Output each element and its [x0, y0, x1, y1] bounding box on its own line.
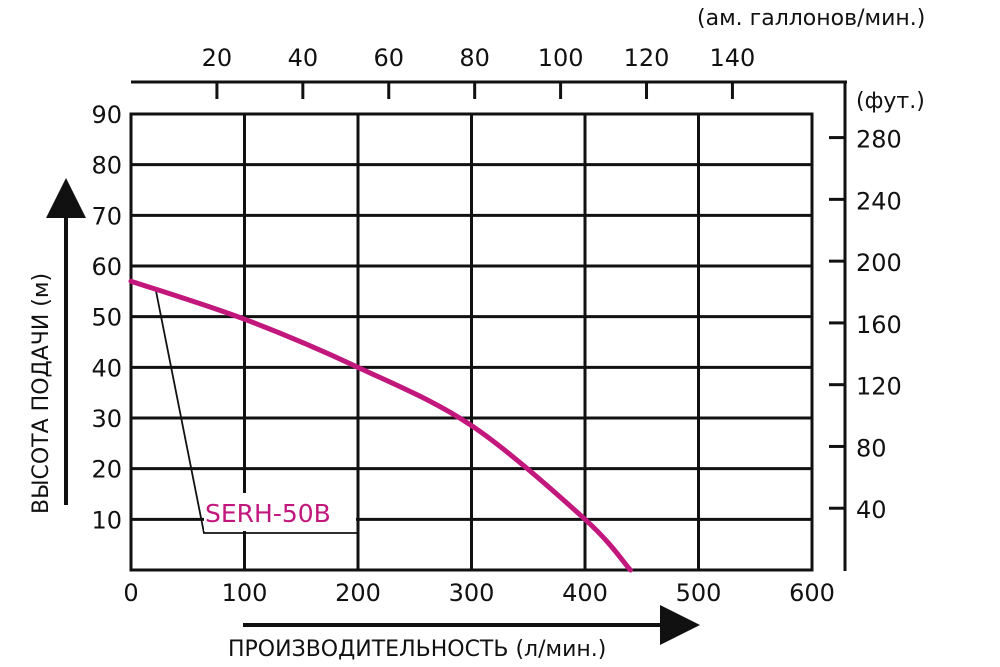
right-tick-label: 280	[856, 126, 902, 154]
secondary-axes-frame	[131, 80, 847, 571]
y-tick-label: 20	[91, 456, 122, 484]
plot-grid	[131, 114, 812, 570]
y-tick-label: 60	[91, 253, 122, 281]
y-tick-label: 80	[91, 152, 122, 180]
right-tick-label: 240	[856, 187, 902, 215]
y-tick-label: 30	[91, 405, 122, 433]
y-tick-label: 70	[91, 202, 122, 230]
x-tick-label: 0	[123, 579, 138, 607]
x-tick-label: 600	[789, 579, 835, 607]
right-tick-label: 160	[856, 311, 902, 339]
right-tick-label: 80	[856, 434, 887, 462]
y-tick-label: 90	[91, 101, 122, 129]
y-axis-tick-labels: 10 20 30 40 50 60 70 80 90	[91, 101, 122, 534]
x-axis-title: ПРОИЗВОДИТЕЛЬНОСТЬ (л/мин.)	[228, 637, 606, 662]
y-tick-label: 50	[91, 304, 122, 332]
top-tick-label: 40	[288, 44, 319, 72]
right-tick-label: 40	[856, 496, 887, 524]
x-tick-label: 200	[335, 579, 381, 607]
right-tick-label: 120	[856, 373, 902, 401]
top-tick-label: 80	[459, 44, 490, 72]
series-label-leader	[155, 290, 358, 534]
right-axis-title: (фут.)	[856, 89, 925, 114]
y-axis-title: ВЫСОТА ПОДАЧИ (м)	[29, 273, 54, 514]
y-tick-label: 40	[91, 354, 122, 382]
top-axis-ticks: 20 40 60 80 100 120 140	[202, 44, 756, 99]
top-tick-label: 140	[710, 44, 756, 72]
top-tick-label: 100	[538, 44, 584, 72]
top-tick-label: 20	[202, 44, 233, 72]
x-tick-label: 400	[562, 579, 608, 607]
x-tick-label: 500	[676, 579, 722, 607]
right-tick-label: 200	[856, 249, 902, 277]
plot-frame	[129, 112, 814, 572]
series-label: SERH-50B	[205, 499, 331, 528]
top-axis-title: (ам. галлонов/мин.)	[697, 6, 925, 31]
top-tick-label: 60	[373, 44, 404, 72]
top-tick-label: 120	[624, 44, 670, 72]
x-tick-label: 100	[222, 579, 268, 607]
x-tick-label: 300	[449, 579, 495, 607]
y-tick-label: 10	[91, 506, 122, 534]
series-curve-serh-50b	[128, 278, 633, 573]
x-axis-tick-labels: 0 100 200 300 400 500 600	[123, 579, 835, 607]
right-axis-ticks: 40 80 120 160 200 240 280	[829, 126, 902, 524]
